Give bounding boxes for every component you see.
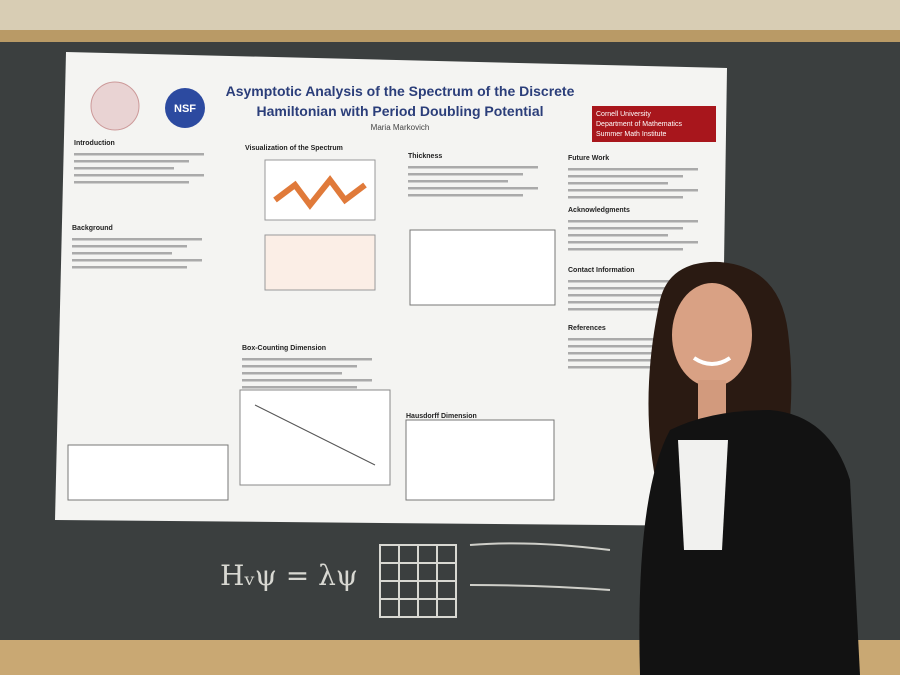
cardigan [639, 410, 860, 675]
section-heading: Background [72, 225, 113, 232]
board-frame [0, 30, 900, 42]
table-box [405, 419, 555, 501]
face [672, 283, 752, 387]
table-box [67, 444, 229, 501]
chalk-equation: Hᵥψ = λψ [220, 559, 358, 592]
text-line [74, 174, 204, 177]
text-line [74, 181, 189, 184]
text-line [568, 182, 668, 185]
plot [239, 389, 391, 486]
text-line [568, 301, 698, 304]
logo-text: Department of Mathematics [596, 121, 682, 128]
plot-curve [273, 175, 367, 210]
neck [698, 380, 726, 420]
smile [692, 356, 732, 366]
poster [55, 52, 727, 526]
text-line [568, 352, 668, 355]
text-line [568, 280, 698, 283]
text-line [242, 372, 342, 375]
section-heading: Future Work [568, 155, 609, 162]
text-line [568, 248, 683, 251]
text-line [568, 196, 683, 199]
section-heading: Contact Information [568, 267, 635, 274]
nsf-logo [165, 88, 205, 128]
section-heading: References [568, 325, 606, 332]
poster-authors: Maria Markovich [371, 123, 430, 132]
logo-text: Cornell University [596, 111, 651, 118]
table-box [409, 229, 556, 306]
text-line [242, 365, 357, 368]
plot-curve [254, 404, 376, 466]
text-line [568, 359, 698, 362]
text-line [74, 160, 189, 163]
text-line [72, 259, 202, 262]
white-top [678, 440, 728, 550]
text-line [72, 238, 202, 241]
text-line [568, 366, 683, 369]
text-line [408, 180, 508, 183]
text-line [568, 241, 698, 244]
text-line [72, 252, 172, 255]
text-line [568, 287, 683, 290]
text-line [242, 379, 372, 382]
text-line [568, 189, 698, 192]
poster-title: Asymptotic Analysis of the Spectrum of t… [226, 83, 575, 99]
plot [264, 234, 376, 291]
text-line [568, 345, 683, 348]
section-heading: Box-Counting Dimension [242, 345, 326, 352]
text-line [74, 153, 204, 156]
section-heading: Introduction [74, 140, 115, 147]
text-line [568, 175, 683, 178]
text-line [72, 245, 187, 248]
text-line [242, 386, 357, 389]
text-line [568, 220, 698, 223]
text-line [408, 173, 523, 176]
text-line [568, 308, 683, 311]
text-line [568, 227, 683, 230]
seal-logo [90, 81, 140, 131]
section-heading: Hausdorff Dimension [406, 413, 477, 420]
section-heading: Visualization of the Spectrum [245, 145, 343, 152]
text-line [568, 338, 698, 341]
text-line [568, 234, 668, 237]
text-line [408, 187, 538, 190]
section-heading: Acknowledgments [568, 207, 630, 214]
chalk-scribble [469, 542, 611, 591]
text-line [72, 266, 187, 269]
text-line [408, 166, 538, 169]
text-line [408, 194, 523, 197]
text-line [74, 167, 174, 170]
logo-text: Summer Math Institute [596, 131, 667, 138]
poster-body: Introduction Background Visualization of t… [67, 140, 698, 501]
text-line [568, 294, 668, 297]
cornell-banner [592, 106, 716, 142]
chalk-grid [379, 544, 457, 618]
poster-title: Hamiltonian with Period Doubling Potenti… [257, 103, 544, 119]
text-line [242, 358, 372, 361]
text-line [568, 168, 698, 171]
nsf-text: NSF [174, 103, 196, 115]
section-heading: Thickness [408, 153, 442, 160]
